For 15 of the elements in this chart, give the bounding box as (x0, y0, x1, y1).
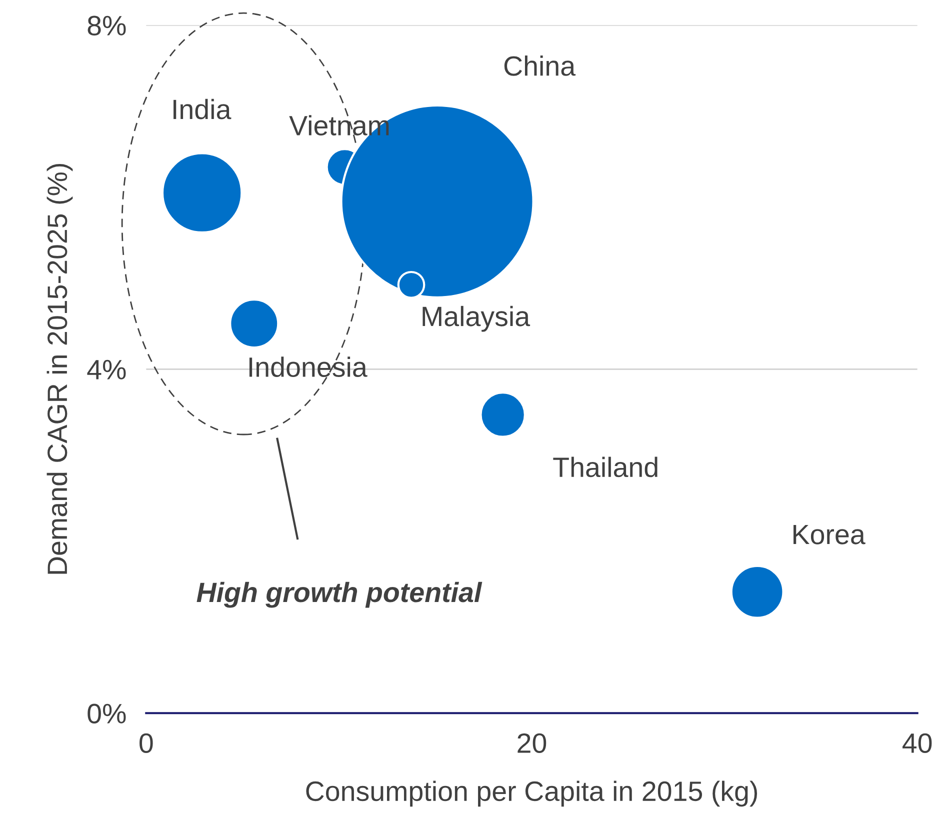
x-axis-title: Consumption per Capita in 2015 (kg) (306, 780, 758, 807)
series-label: Thailand (553, 456, 658, 478)
y-tick-label: 8% (88, 16, 126, 36)
series-label: India (174, 98, 232, 120)
x-tick-label: 40 (902, 733, 932, 753)
series-label: China (504, 55, 576, 76)
series-label: Indonesia (249, 356, 368, 378)
y-tick-label: 4% (87, 360, 126, 380)
x-tick-label: 20 (518, 733, 546, 753)
annotation: High growth potential (196, 582, 482, 608)
x-tick-label: 0 (140, 733, 153, 753)
y-axis-title: Demand CAGR in 2015-2025 (%) (46, 164, 73, 574)
y-tick-label: 0% (88, 704, 126, 724)
series-label: Malaysia (422, 306, 530, 332)
series-label: Korea (794, 524, 866, 544)
